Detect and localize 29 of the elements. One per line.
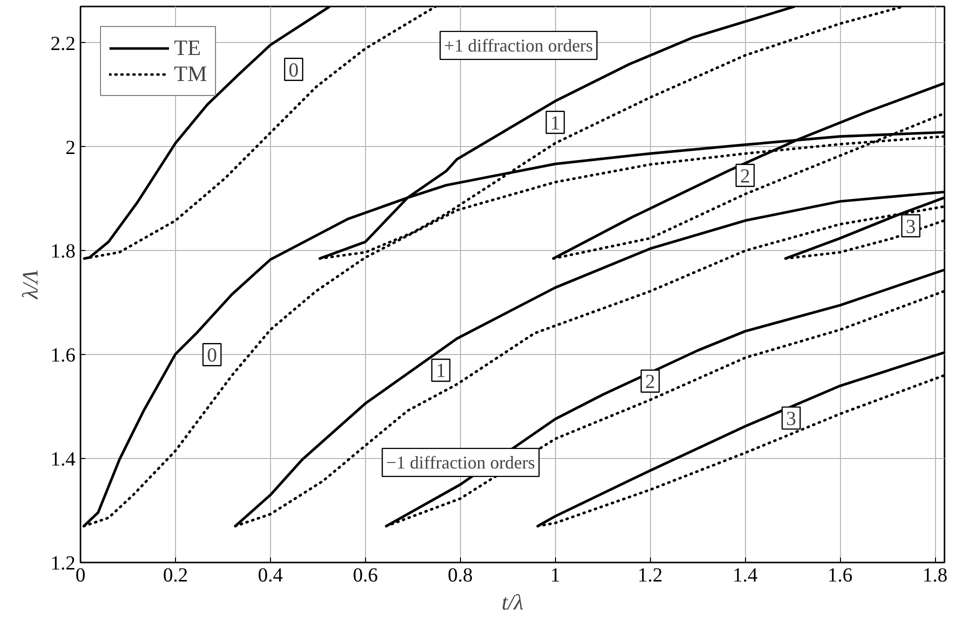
annotation: 0 xyxy=(207,344,217,367)
x-tick-label: 0.2 xyxy=(162,564,188,586)
annotation: 3 xyxy=(906,216,916,238)
x-tick-label: 1.8 xyxy=(922,564,948,586)
x-tick-label: 0 xyxy=(76,564,86,586)
x-tick-label: 0.4 xyxy=(258,564,283,586)
x-axis-title: t/λ xyxy=(502,590,524,614)
x-tick-label: 1.4 xyxy=(732,564,758,586)
x-tick-label: 1.6 xyxy=(828,564,853,586)
y-tick-label: 1.6 xyxy=(50,344,76,367)
x-tick-label: 0.8 xyxy=(448,564,473,586)
legend-label: TE xyxy=(174,35,201,61)
annotation: 1 xyxy=(550,112,560,134)
annotation: 1 xyxy=(436,360,446,382)
x-tick-label: 0.6 xyxy=(352,564,378,586)
annotation: +1 diffraction orders xyxy=(444,35,593,56)
y-tick-label: 1.8 xyxy=(50,240,76,263)
annotation: 0 xyxy=(288,59,299,82)
annotation: 3 xyxy=(786,408,796,430)
x-tick-label: 1 xyxy=(550,564,560,586)
x-tick-label: 1.2 xyxy=(638,564,663,586)
y-tick-label: 1.4 xyxy=(50,448,76,471)
annotation: 2 xyxy=(645,371,656,394)
annotation: 2 xyxy=(740,165,750,188)
y-tick-label: 2.2 xyxy=(50,32,76,55)
legend-label: TM xyxy=(174,61,207,87)
y-tick-label: 2 xyxy=(66,136,76,159)
annotation: −1 diffraction orders xyxy=(386,452,536,472)
y-axis-title: λ/Λ xyxy=(18,269,42,300)
